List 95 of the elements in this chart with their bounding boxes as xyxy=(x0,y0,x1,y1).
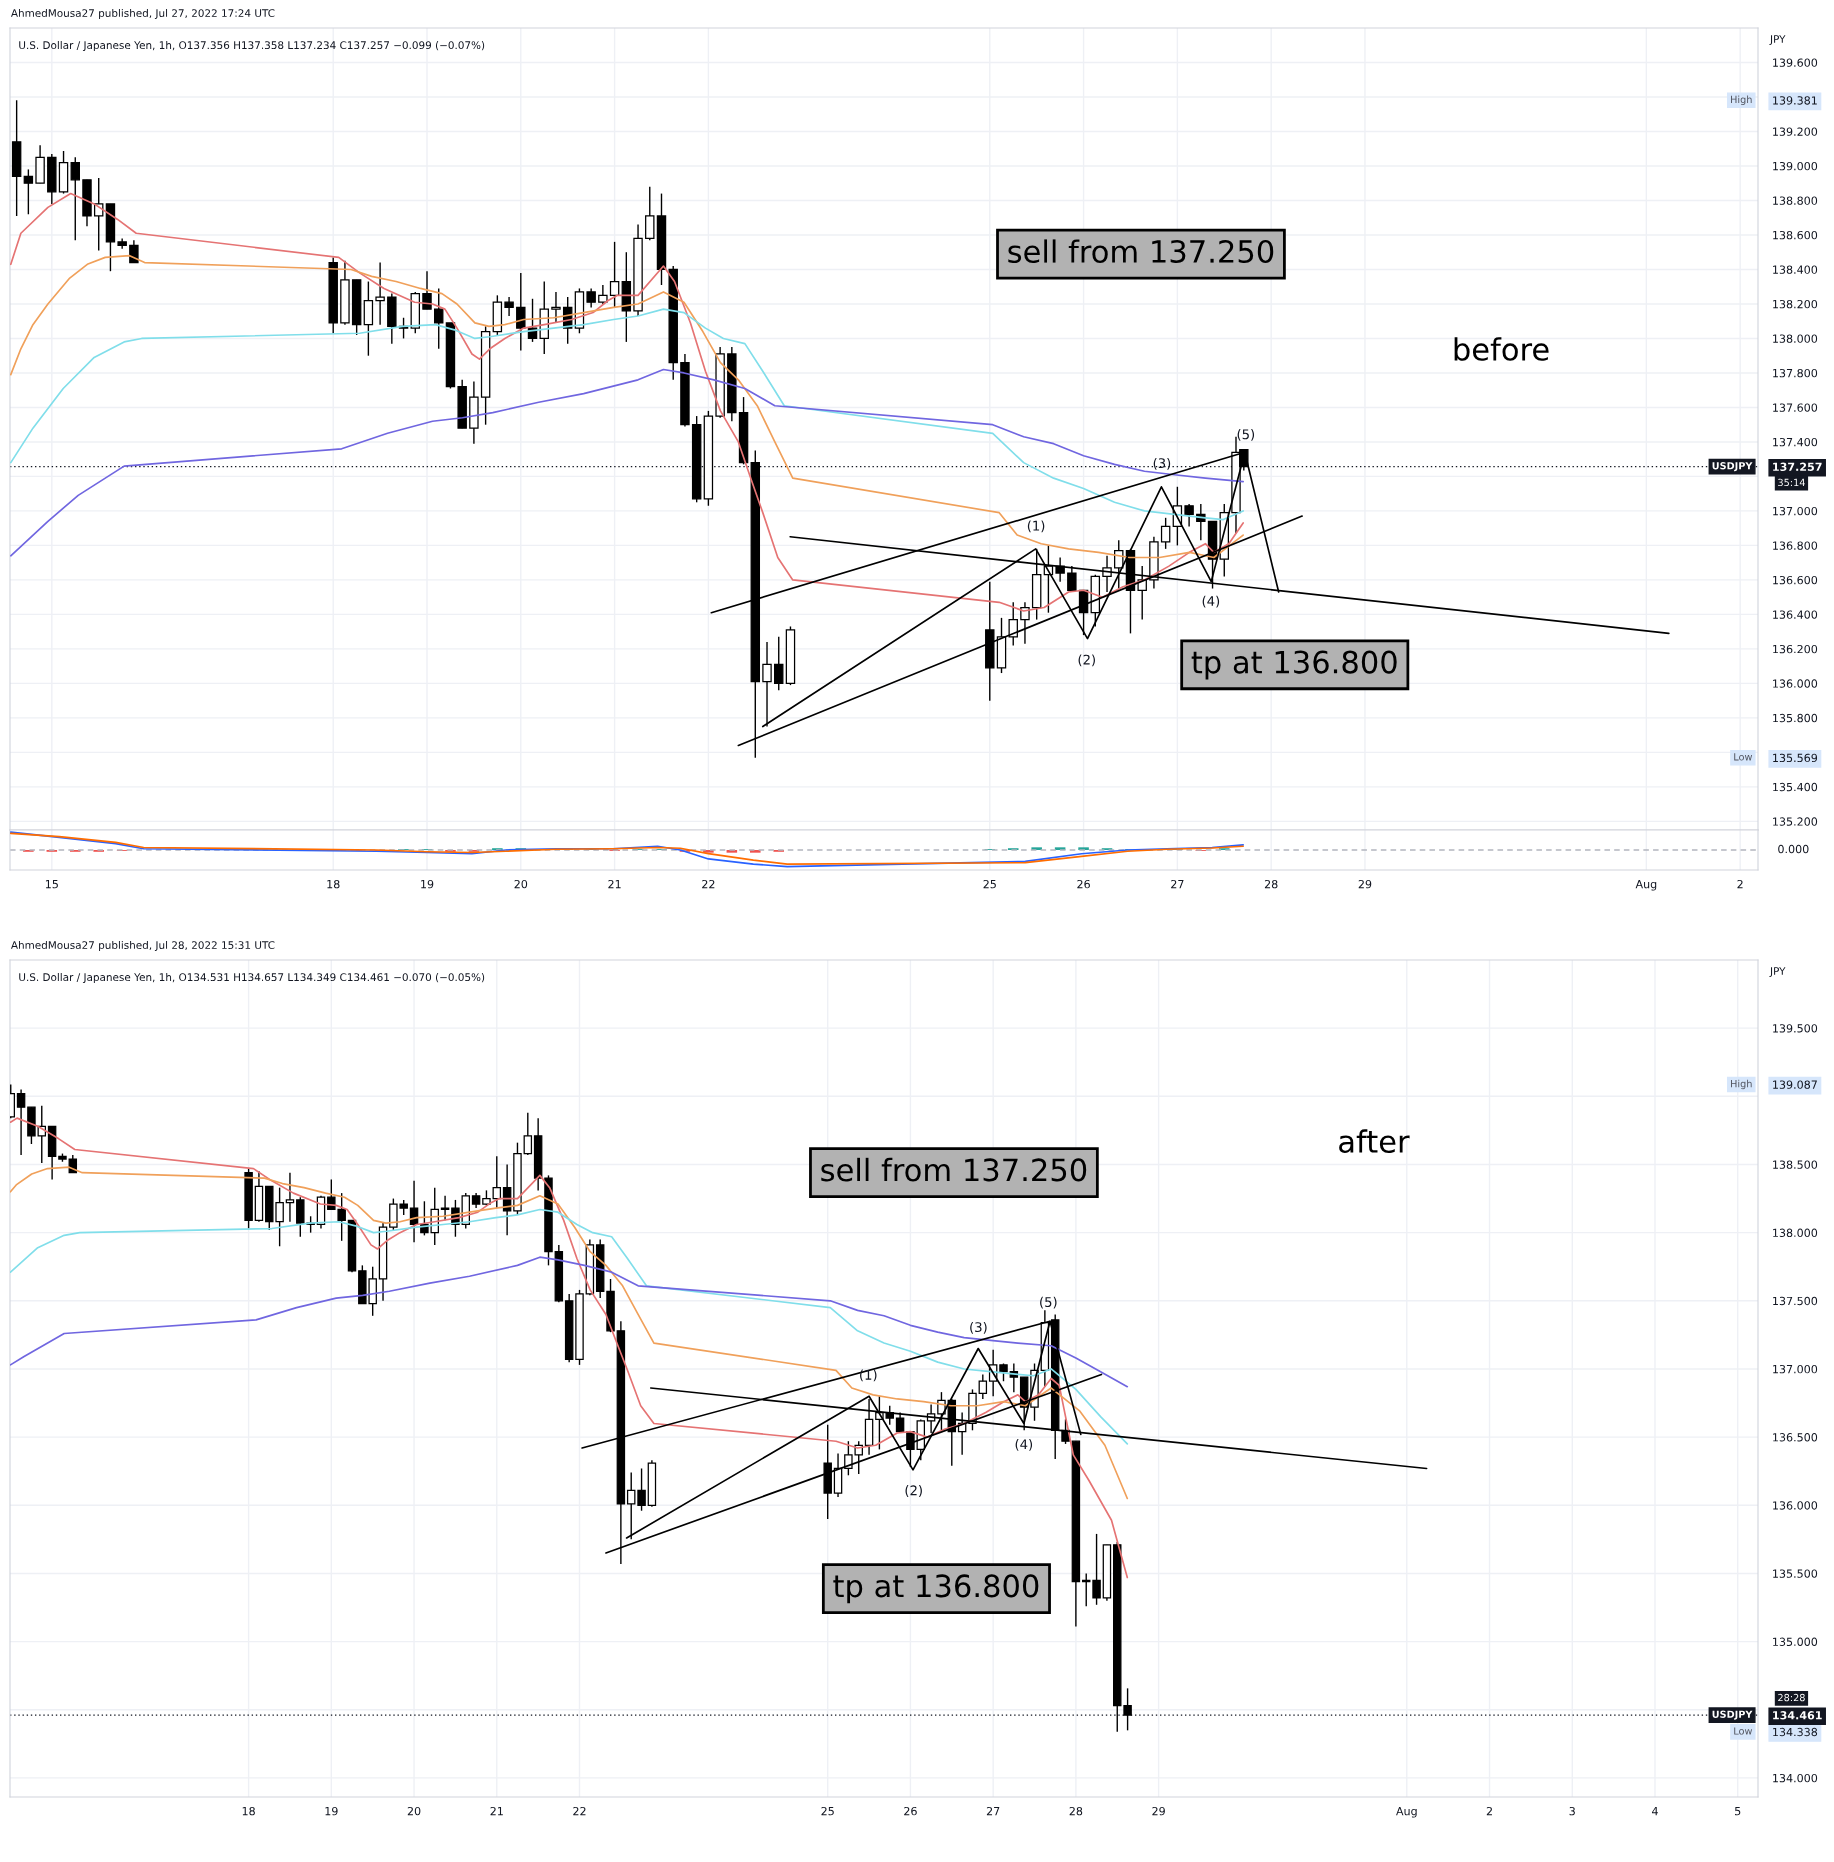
y-tick-label: 134.000 xyxy=(1773,1773,1818,1783)
x-tick-label: 2 xyxy=(1737,879,1743,889)
x-tick-label: 19 xyxy=(325,1806,338,1816)
text: 35:14 xyxy=(1778,478,1805,487)
annotation: (5) xyxy=(1040,1296,1057,1309)
y-tick-label: 138.000 xyxy=(1773,334,1818,343)
y-tick-label: 135.200 xyxy=(1773,817,1818,826)
y-tick-label: 137.000 xyxy=(1773,506,1818,516)
y-tick-label: 134.338 xyxy=(1773,1727,1818,1737)
y-tick-label: 136.600 xyxy=(1773,575,1818,585)
x-tick-label: 18 xyxy=(242,1806,255,1816)
text: U.S. Dollar / Japanese Yen, 1h, O137.356 H137.358 L137.234 C137.257 −0.099 (−0.07%) xyxy=(19,41,485,52)
x-tick-label: 3 xyxy=(1569,1806,1575,1816)
x-tick-label: 28 xyxy=(1264,879,1278,889)
x-tick-label: 25 xyxy=(983,879,996,889)
annotation: (3) xyxy=(970,1321,987,1334)
x-tick-label: 19 xyxy=(421,879,434,889)
annotation: (5) xyxy=(1237,429,1255,441)
x-tick-label: 4 xyxy=(1652,1807,1658,1816)
annotation: Low xyxy=(1734,1727,1753,1735)
y-tick-label: 136.000 xyxy=(1773,1501,1818,1510)
y-tick-label: 139.200 xyxy=(1773,127,1818,136)
y-tick-label: 135.000 xyxy=(1773,1637,1818,1646)
x-tick-label: 21 xyxy=(490,1806,503,1816)
annotation: before xyxy=(1454,337,1549,361)
y-tick-label: 136.000 xyxy=(1773,679,1818,688)
y-tick-label: 139.000 xyxy=(1773,161,1818,171)
x-tick-label: 28 xyxy=(1069,1806,1083,1816)
annotation: tp at 136.800 xyxy=(833,1574,1039,1604)
y-axis-title: JPY xyxy=(1769,967,1786,977)
annotation: (2) xyxy=(905,1485,922,1497)
chart-title: AhmedMousa27 published, Jul 27, 2022 17:24 UTC xyxy=(11,8,275,20)
x-tick-label: Aug xyxy=(1635,880,1657,891)
annotation: High xyxy=(1731,1079,1752,1090)
y-tick-label: 138.400 xyxy=(1773,265,1818,274)
y-tick-label: 137.257 xyxy=(1773,462,1822,471)
annotation: (1) xyxy=(1027,520,1045,533)
x-tick-label: 29 xyxy=(1152,1806,1165,1816)
annotation: after xyxy=(1339,1129,1410,1154)
x-tick-label: 20 xyxy=(514,879,528,889)
y-tick-label: 135.500 xyxy=(1773,1569,1818,1578)
x-tick-label: 26 xyxy=(904,1806,917,1816)
y-tick-label: 138.600 xyxy=(1773,230,1818,240)
y-tick-label: 136.400 xyxy=(1773,610,1818,619)
text: U.S. Dollar / Japanese Yen, 1h, O134.531 H134.657 L134.349 C134.461 −0.070 (−0.05%) xyxy=(19,973,485,984)
y-tick-label: 138.800 xyxy=(1773,196,1818,205)
x-tick-label: 18 xyxy=(327,879,340,889)
y-axis-title: JPY xyxy=(1769,35,1786,45)
ref-line-label: USDJPY xyxy=(1712,462,1753,472)
y-tick-label: 136.500 xyxy=(1773,1433,1818,1442)
annotation: sell from 137.250 xyxy=(1008,239,1274,264)
x-tick-label: 21 xyxy=(608,879,621,889)
annotation: (4) xyxy=(1015,1439,1033,1451)
y-tick-label: 137.800 xyxy=(1773,368,1818,378)
x-tick-label: 27 xyxy=(1171,879,1184,889)
y-tick-label: 135.800 xyxy=(1773,713,1818,723)
y-tick-label: 138.200 xyxy=(1773,299,1818,309)
y-tick-label: 137.500 xyxy=(1773,1296,1818,1306)
x-tick-label: 27 xyxy=(986,1806,1000,1816)
y-tick-label: 136.200 xyxy=(1773,644,1818,654)
chart-title: AhmedMousa27 published, Jul 28, 2022 15:31 UTC xyxy=(11,940,275,952)
y-tick-label: 139.381 xyxy=(1773,96,1817,105)
text: 28:28 xyxy=(1778,1693,1805,1702)
y-tick-label: 135.400 xyxy=(1773,782,1818,792)
annotation: (3) xyxy=(1153,457,1171,470)
x-tick-label: 2 xyxy=(1486,1806,1492,1816)
x-tick-label: 22 xyxy=(702,879,715,889)
x-tick-label: 29 xyxy=(1358,879,1372,889)
x-tick-label: 5 xyxy=(1735,1807,1741,1816)
x-tick-label: Aug xyxy=(1396,1807,1417,1818)
annotation: High xyxy=(1731,95,1752,105)
y-tick-label: 138.000 xyxy=(1773,1228,1818,1238)
x-tick-label: 22 xyxy=(573,1806,586,1816)
ref-line-label: 0.000 xyxy=(1778,844,1809,854)
annotation: (1) xyxy=(860,1369,877,1382)
annotation: (4) xyxy=(1202,595,1220,608)
y-tick-label: 135.569 xyxy=(1773,753,1818,763)
y-tick-label: 137.600 xyxy=(1773,403,1818,412)
y-tick-label: 137.400 xyxy=(1773,437,1818,447)
x-tick-label: 25 xyxy=(821,1806,834,1816)
y-tick-label: 134.461 xyxy=(1773,1711,1822,1720)
y-tick-label: 139.600 xyxy=(1773,58,1818,67)
x-tick-label: 20 xyxy=(407,1806,421,1816)
annotation: sell from 137.250 xyxy=(821,1157,1087,1182)
y-tick-label: 136.800 xyxy=(1773,541,1818,550)
y-tick-label: 137.000 xyxy=(1773,1364,1818,1374)
annotation: (2) xyxy=(1078,654,1095,667)
y-tick-label: 139.500 xyxy=(1773,1024,1818,1033)
x-tick-label: 15 xyxy=(45,880,58,889)
annotation: tp at 136.800 xyxy=(1191,650,1397,680)
x-tick-label: 26 xyxy=(1077,879,1090,889)
annotation: Low xyxy=(1734,753,1753,761)
y-tick-label: 139.087 xyxy=(1773,1080,1817,1089)
ref-line-label: USDJPY xyxy=(1712,1710,1753,1720)
y-tick-label: 138.500 xyxy=(1773,1160,1818,1169)
